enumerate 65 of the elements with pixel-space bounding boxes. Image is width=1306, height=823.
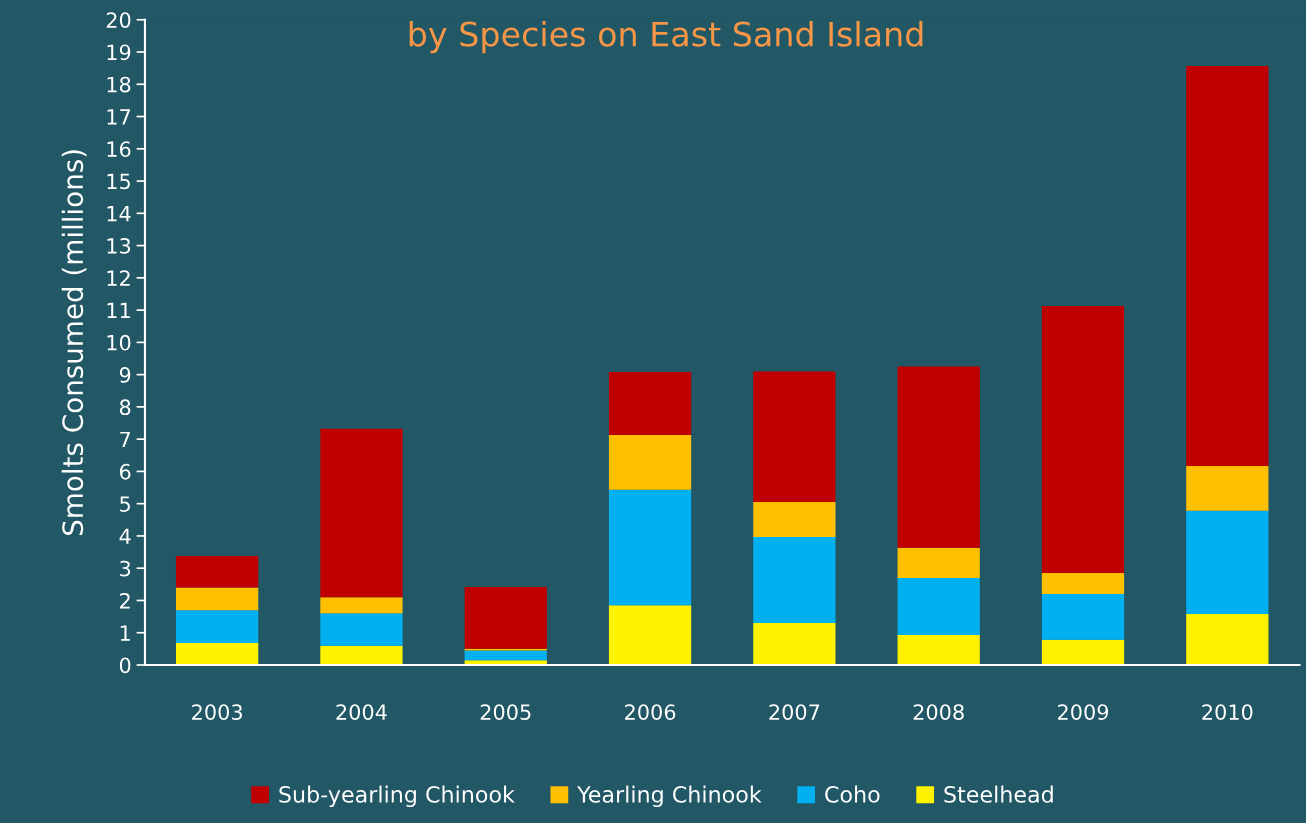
y-tick-label: 16: [107, 141, 131, 158]
x-tick-label: 2006: [625, 704, 676, 720]
bar: [608, 434, 692, 490]
bar: [320, 428, 403, 598]
bar: [175, 555, 259, 588]
bar: [175, 587, 259, 611]
chart-title: by Species on East Sand Island: [409, 20, 923, 54]
bar: [175, 610, 259, 644]
legend-label: Yearling Chinook: [577, 785, 762, 808]
y-tick-label: 6: [119, 463, 131, 480]
bar: [1041, 594, 1125, 640]
bar: [320, 645, 403, 665]
x-tick-label: 2005: [480, 704, 531, 720]
y-tick-label: 0: [119, 657, 131, 674]
y-tick-label: 4: [119, 528, 131, 544]
bar: [1041, 639, 1125, 665]
bar: [753, 502, 836, 537]
y-tick-label: 20: [106, 12, 131, 28]
y-tick-label: 8: [119, 399, 131, 416]
bar: [753, 623, 836, 665]
bar: [320, 613, 403, 646]
y-tick-label: 19: [107, 44, 131, 61]
y-tick-label: 7: [120, 431, 130, 448]
y-tick-label: 1: [120, 625, 130, 641]
x-tick-label: 2007: [769, 704, 820, 720]
bar: [608, 489, 692, 606]
bar: [1186, 614, 1269, 665]
bar: [320, 597, 403, 614]
bar: [897, 547, 980, 578]
y-axis-title: Smolts Consumed (millions): [61, 150, 87, 536]
legend-label: Coho: [825, 785, 880, 803]
bar: [464, 650, 547, 661]
legend-label: Sub-yearling Chinook: [279, 785, 515, 808]
bar: [1186, 65, 1269, 466]
y-tick-label: 9: [119, 367, 131, 383]
y-tick-label: 15: [107, 173, 130, 190]
legend-label: Steelhead: [944, 785, 1053, 803]
bar: [1186, 510, 1269, 615]
bar: [1041, 573, 1125, 595]
x-tick-label: 2004: [336, 704, 387, 720]
bar: [1041, 305, 1125, 574]
x-tick-label: 2010: [1202, 704, 1253, 720]
bar: [753, 536, 836, 624]
y-tick-label: 11: [107, 302, 130, 319]
y-tick-label: 14: [107, 206, 131, 222]
bar: [464, 586, 547, 649]
x-tick-label: 2009: [1058, 704, 1109, 720]
y-tick-label: 3: [120, 560, 131, 577]
bar: [897, 634, 980, 665]
bar: [608, 372, 692, 435]
y-tick-label: 2: [120, 592, 130, 609]
bar: [897, 366, 980, 548]
bar: [608, 605, 692, 665]
bar: [897, 577, 980, 635]
bar: [753, 371, 836, 503]
y-tick-label: 17: [107, 109, 130, 125]
y-tick-label: 18: [107, 76, 131, 93]
x-tick-label: 2003: [192, 704, 242, 720]
y-tick-label: 10: [107, 334, 131, 351]
y-tick-label: 5: [120, 496, 130, 512]
y-tick-label: 13: [107, 238, 131, 254]
bar: [175, 643, 259, 665]
bar: [1186, 465, 1269, 511]
y-tick-label: 12: [107, 270, 130, 286]
x-tick-label: 2008: [913, 704, 964, 720]
